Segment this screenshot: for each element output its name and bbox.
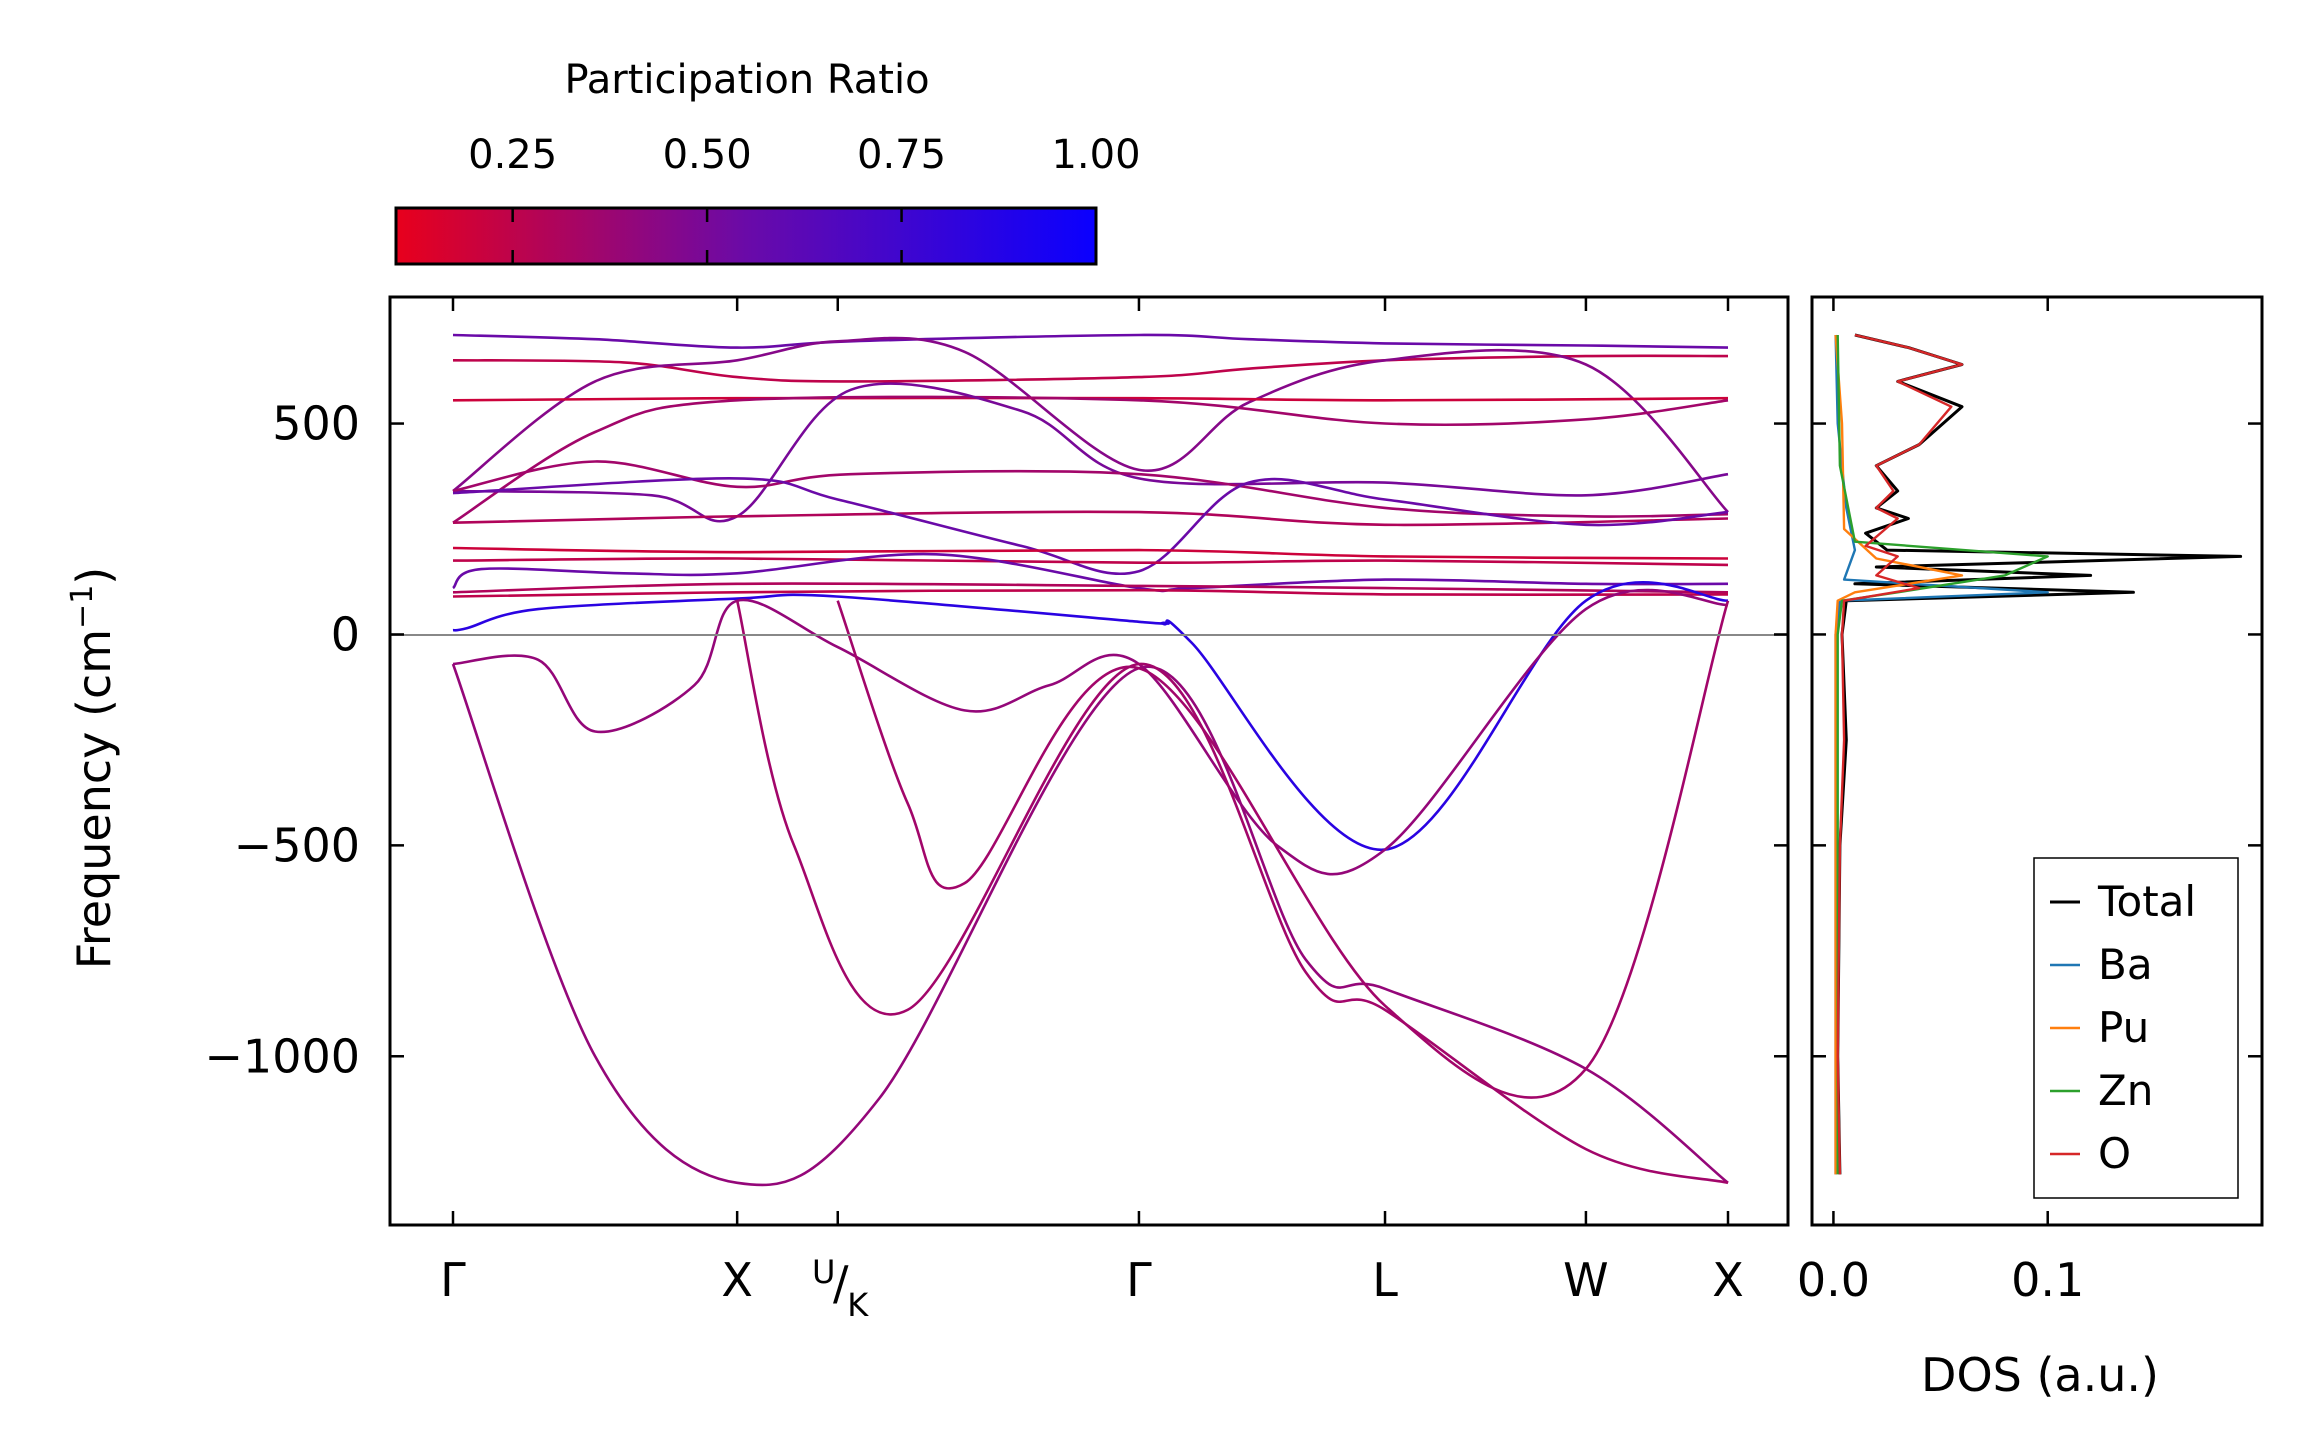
- phonon-band: [453, 397, 1728, 523]
- dos-x-tick-label: 0.1: [2011, 1253, 2084, 1307]
- phonon-band: [453, 590, 1728, 874]
- kpoint-label-top: U: [812, 1253, 835, 1291]
- dos-x-tick-label: 0.0: [1797, 1253, 1870, 1307]
- legend-label: Zn: [2098, 1066, 2153, 1115]
- y-tick-label: −1000: [204, 1029, 360, 1083]
- kpoint-label: X: [721, 1253, 753, 1307]
- legend-label: Pu: [2098, 1003, 2149, 1052]
- kpoint-labels: Γ X U/K Γ L W X: [440, 1253, 1744, 1324]
- dos-x-axis-label: DOS (a.u.): [1921, 1348, 2159, 1402]
- y-tick-labels: −1000 −500 0 500: [204, 397, 360, 1084]
- dos-series-line: [1838, 335, 2048, 1174]
- y-axis-label: Frequency (cm−1): [65, 567, 121, 970]
- kpoint-label-bottom: K: [847, 1286, 869, 1324]
- phonon-band: [737, 601, 1728, 1183]
- legend-label: Ba: [2098, 940, 2153, 989]
- phonon-band: [453, 664, 1728, 1185]
- main-plot-frame: [390, 297, 1788, 1225]
- colorbar-title: Participation Ratio: [564, 57, 929, 103]
- colorbar-tick-label: 1.00: [1051, 132, 1140, 178]
- kpoint-label: Γ: [1126, 1253, 1152, 1307]
- kpoint-label: W: [1563, 1253, 1608, 1307]
- phonon-band: [453, 384, 1728, 522]
- legend-label: O: [2098, 1129, 2131, 1178]
- kpoint-label: Γ: [440, 1253, 466, 1307]
- colorbar-tick-label: 0.75: [857, 132, 946, 178]
- colorbar-tick-labels: 0.25 0.50 0.75 1.00: [468, 132, 1140, 178]
- band-lines: [453, 335, 1728, 1185]
- main-ticks: [390, 297, 1788, 1225]
- phonon-band: [453, 512, 1728, 525]
- y-tick-label: −500: [234, 818, 360, 872]
- phonon-figure: Participation Ratio 0.25 0.50 0.75 1.00 −10…: [0, 0, 2308, 1455]
- dos-series-line: [1836, 335, 1962, 1174]
- legend-label: Total: [2097, 877, 2196, 926]
- phonon-band: [453, 558, 1728, 564]
- phonon-band: [453, 335, 1728, 348]
- colorbar-tick-label: 0.50: [663, 132, 752, 178]
- colorbar-tick-label: 0.25: [468, 132, 557, 178]
- dos-x-tick-labels: 0.0 0.1: [1797, 1253, 2084, 1307]
- y-tick-label: 500: [272, 397, 360, 451]
- phonon-band: [453, 461, 1728, 516]
- phonon-band: [453, 548, 1728, 559]
- dos-series-line: [1838, 335, 1962, 1174]
- kpoint-label: L: [1372, 1253, 1398, 1307]
- y-tick-label: 0: [331, 607, 360, 661]
- dos-series-line: [1836, 335, 2048, 1174]
- colorbar: [396, 208, 1096, 264]
- kpoint-label: X: [1712, 1253, 1744, 1307]
